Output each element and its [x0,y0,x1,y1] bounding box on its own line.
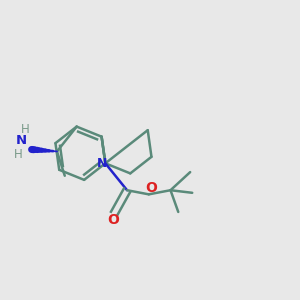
Text: H: H [14,148,23,161]
Text: N: N [16,134,27,147]
Text: H: H [21,123,29,136]
Text: O: O [146,181,157,195]
Text: O: O [108,213,120,227]
Text: N: N [97,157,107,170]
